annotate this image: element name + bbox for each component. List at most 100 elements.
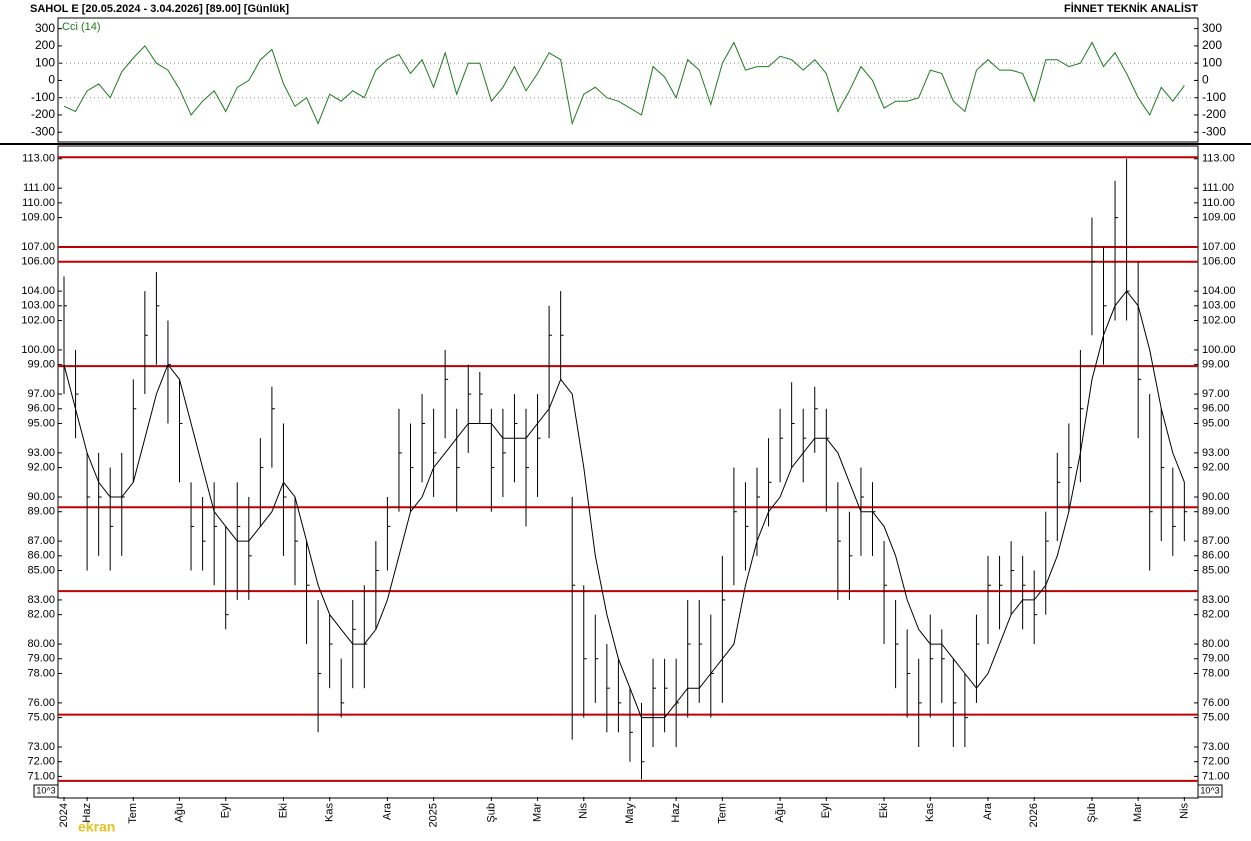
y-tick-label: 89.00 <box>1202 506 1230 518</box>
y-tick-label: 90.00 <box>27 491 55 503</box>
y-tick-label: 104.00 <box>21 285 55 297</box>
x-tick-label: May <box>624 803 636 824</box>
unit-box <box>33 784 59 798</box>
y-tick-label: 103.00 <box>21 300 55 312</box>
y-tick-label: 100.00 <box>1202 344 1236 356</box>
y-tick-label: 107.00 <box>1202 241 1236 253</box>
y-tick-label: -300 <box>31 124 55 138</box>
y-tick-label: 100 <box>35 55 55 69</box>
x-tick-label: Mar <box>531 803 543 822</box>
y-tick-label: 111.00 <box>23 182 55 194</box>
y-tick-label: 90.00 <box>1202 491 1230 503</box>
x-tick-label: Şub <box>1086 803 1098 823</box>
y-tick-label: 110.00 <box>1202 197 1235 209</box>
y-tick-label: 82.00 <box>27 609 55 621</box>
indicator-line <box>63 41 1185 126</box>
y-tick-label: 106.00 <box>1202 256 1236 268</box>
y-tick-label: 200 <box>1202 38 1222 52</box>
x-tick-label: 2026 <box>1028 803 1040 827</box>
y-tick-label: 87.00 <box>27 535 55 547</box>
y-tick-label: 89.00 <box>27 506 55 518</box>
y-tick-label: 110.00 <box>22 197 55 209</box>
y-tick-label: 75.00 <box>27 711 55 723</box>
x-tick-label: Şub <box>485 803 497 823</box>
x-tick-label: Tem <box>716 803 728 824</box>
x-tick-label: Eyl <box>220 803 232 818</box>
x-tick-label: Kas <box>324 803 336 822</box>
y-tick-label: 72.00 <box>1202 756 1230 768</box>
y-tick-label: 106.00 <box>21 256 55 268</box>
y-tick-label: 92.00 <box>27 461 55 473</box>
x-tick-label: 2024 <box>58 803 70 827</box>
unit-label: 10^3 <box>1200 785 1219 795</box>
y-tick-label: 95.00 <box>27 417 55 429</box>
x-tick-label: Haz <box>670 803 682 823</box>
y-tick-label: 87.00 <box>1202 535 1230 547</box>
y-tick-label: 104.00 <box>1202 285 1236 297</box>
y-tick-label: 99.00 <box>27 359 55 371</box>
y-tick-label: 96.00 <box>1202 403 1230 415</box>
unit-label: 10^3 <box>36 785 55 795</box>
y-tick-label: 0 <box>1202 73 1209 87</box>
y-tick-label: -300 <box>1202 124 1226 138</box>
y-tick-label: 82.00 <box>1202 609 1230 621</box>
y-tick-label: -100 <box>1202 90 1226 104</box>
y-tick-label: 79.00 <box>27 653 55 665</box>
y-tick-label: 85.00 <box>1202 564 1230 576</box>
y-tick-label: 99.00 <box>1202 359 1230 371</box>
y-tick-label: 300 <box>35 21 55 35</box>
y-tick-label: 97.00 <box>1202 388 1230 400</box>
y-tick-label: 96.00 <box>27 403 55 415</box>
y-tick-label: 95.00 <box>1202 417 1230 429</box>
y-tick-label: 83.00 <box>27 594 55 606</box>
y-tick-label: 72.00 <box>27 756 55 768</box>
x-tick-label: Ağu <box>173 803 185 823</box>
y-tick-label: 113.00 <box>1202 153 1235 165</box>
price-frame <box>57 145 1199 799</box>
watermark: ekran <box>78 819 115 835</box>
x-tick-label: Nis <box>1178 803 1190 819</box>
y-tick-label: 100 <box>1202 55 1222 69</box>
chart-title: SAHOL E [20.05.2024 - 3.04.2026] [89.00]… <box>30 3 289 15</box>
y-tick-label: 92.00 <box>1202 461 1230 473</box>
y-tick-label: 85.00 <box>27 564 55 576</box>
y-tick-label: 83.00 <box>1202 594 1230 606</box>
y-tick-label: -100 <box>31 90 55 104</box>
y-tick-label: 102.00 <box>1202 314 1236 326</box>
y-tick-label: 103.00 <box>1202 300 1236 312</box>
x-tick-label: Eki <box>878 803 890 818</box>
source-label: FİNNET TEKNİK ANALİST <box>1064 2 1198 15</box>
y-tick-label: -200 <box>1202 107 1226 121</box>
x-tick-label: Eyl <box>820 803 832 818</box>
y-tick-label: 78.00 <box>27 667 55 679</box>
y-tick-label: 78.00 <box>1202 667 1230 679</box>
y-tick-label: 86.00 <box>1202 550 1230 562</box>
indicator-label: Cci (14) <box>62 21 101 33</box>
y-tick-label: 75.00 <box>1202 711 1230 723</box>
x-tick-label: Kas <box>924 803 936 822</box>
x-tick-label: Tem <box>127 803 139 824</box>
x-tick-label: Eki <box>277 803 289 818</box>
y-tick-label: 93.00 <box>27 447 55 459</box>
y-tick-label: 100.00 <box>21 344 55 356</box>
y-tick-label: 107.00 <box>21 241 55 253</box>
y-tick-label: 111.00 <box>1202 182 1234 194</box>
y-tick-label: 109.00 <box>1202 211 1236 223</box>
y-tick-label: -200 <box>31 107 55 121</box>
moving-average-line <box>63 290 1185 719</box>
y-tick-label: 102.00 <box>21 314 55 326</box>
y-tick-label: 300 <box>1202 21 1222 35</box>
x-tick-label: Ara <box>381 802 393 820</box>
y-tick-label: 93.00 <box>1202 447 1230 459</box>
x-tick-label: Ağu <box>774 803 786 823</box>
y-tick-label: 200 <box>35 38 55 52</box>
y-tick-label: 97.00 <box>27 388 55 400</box>
y-tick-label: 76.00 <box>27 697 55 709</box>
y-tick-label: 76.00 <box>1202 697 1230 709</box>
y-tick-label: 73.00 <box>27 741 55 753</box>
unit-box <box>1197 784 1223 798</box>
y-tick-label: 71.00 <box>1202 770 1230 782</box>
y-tick-label: 86.00 <box>27 550 55 562</box>
y-tick-label: 0 <box>48 73 55 87</box>
y-tick-label: 71.00 <box>27 770 55 782</box>
